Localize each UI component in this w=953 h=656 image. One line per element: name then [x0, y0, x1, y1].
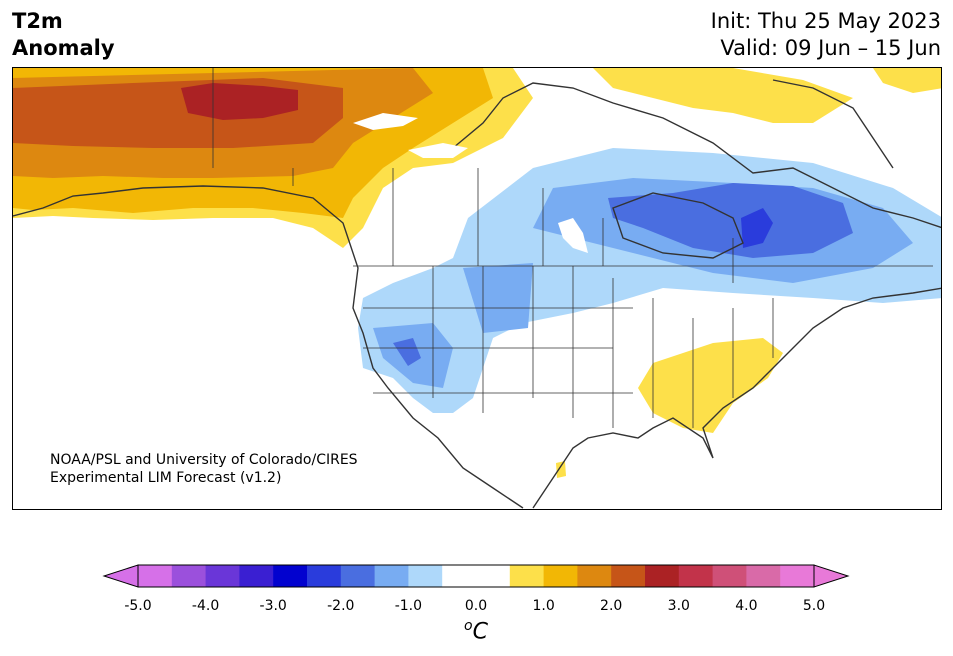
title-variable: T2m [12, 9, 63, 33]
colorbar-cell [340, 565, 376, 587]
colorbar-cell [138, 565, 173, 587]
title-type: Anomaly [12, 36, 115, 60]
anomaly-yellow-greenland [873, 68, 941, 93]
credit-line-1: NOAA/PSL and University of Colorado/CIRE… [50, 452, 358, 468]
colorbar-extend-low [102, 564, 139, 588]
colorbar [102, 564, 850, 588]
anomaly-dkorange-northwest [13, 78, 343, 148]
map-title: T2m Anomaly [12, 8, 115, 62]
colorbar-unit: oC [464, 618, 488, 645]
colorbar-tick-label: 4.0 [735, 598, 758, 614]
colorbar-tick-label: 5.0 [802, 598, 826, 614]
colorbar-cell [273, 565, 308, 587]
colorbar-cell [408, 565, 443, 587]
colorbar-tick-label: -2.0 [327, 598, 355, 614]
colorbar-tick-label: -5.0 [124, 598, 152, 614]
colorbar-tick-label: 2.0 [600, 598, 623, 614]
colorbar-cell [476, 565, 511, 587]
colorbar-cell [205, 565, 240, 587]
colorbar-tick-label: -1.0 [394, 598, 423, 614]
lake-winnipeg [558, 218, 588, 253]
colorbar-extend-high [813, 564, 850, 588]
colorbar-tick-label: 3.0 [667, 598, 690, 614]
north-america-map [13, 68, 941, 509]
colorbar-cell [712, 565, 747, 587]
colorbar-tick-label: -3.0 [259, 598, 287, 614]
colorbar-cell [645, 565, 680, 587]
anomaly-blue-sw [393, 338, 421, 366]
colorbar-cell [611, 565, 646, 587]
colorbar-tick-label: -4.0 [191, 598, 220, 614]
colorbar-tick-label: 0.0 [464, 598, 488, 614]
political-borders [212, 68, 933, 428]
colorbar-outline [137, 564, 815, 588]
colorbar-cell [746, 565, 781, 587]
anomaly-dkblue-quebec [741, 208, 773, 248]
colorbar-cell [442, 565, 477, 587]
colorbar-cell [171, 565, 207, 587]
anomaly-yellow-mexico [556, 461, 566, 478]
colorbar-cell [577, 565, 612, 587]
lake-great-bear [353, 113, 418, 130]
forecast-dates: Init: Thu 25 May 2023 Valid: 09 Jun – 15… [711, 8, 941, 62]
colorbar-cell [509, 565, 545, 587]
init-date: Init: Thu 25 May 2023 [710, 9, 941, 33]
anomaly-yellow-arctic [593, 68, 853, 123]
colorbar-cell [307, 565, 342, 587]
anomaly-yellow-southeast [638, 338, 783, 433]
anomaly-red-northwest [181, 83, 298, 120]
credit-line-2: Experimental LIM Forecast (v1.2) [50, 470, 282, 486]
colorbar-cell [374, 565, 409, 587]
colorbar-tick-label: 1.0 [532, 598, 555, 614]
anomaly-midblue-west [463, 263, 533, 333]
colorbar-cell [543, 565, 578, 587]
colorbar-cell [678, 565, 714, 587]
anomaly-blue-hudson [608, 183, 853, 258]
colorbar-cell [780, 565, 815, 587]
lake-great-slave [408, 143, 468, 158]
forecast-credit: NOAA/PSL and University of Colorado/CIRE… [50, 451, 358, 487]
map-panel: NOAA/PSL and University of Colorado/CIRE… [12, 67, 942, 510]
valid-date: Valid: 09 Jun – 15 Jun [720, 36, 941, 60]
coastlines [13, 79, 941, 509]
colorbar-cell [239, 565, 274, 587]
